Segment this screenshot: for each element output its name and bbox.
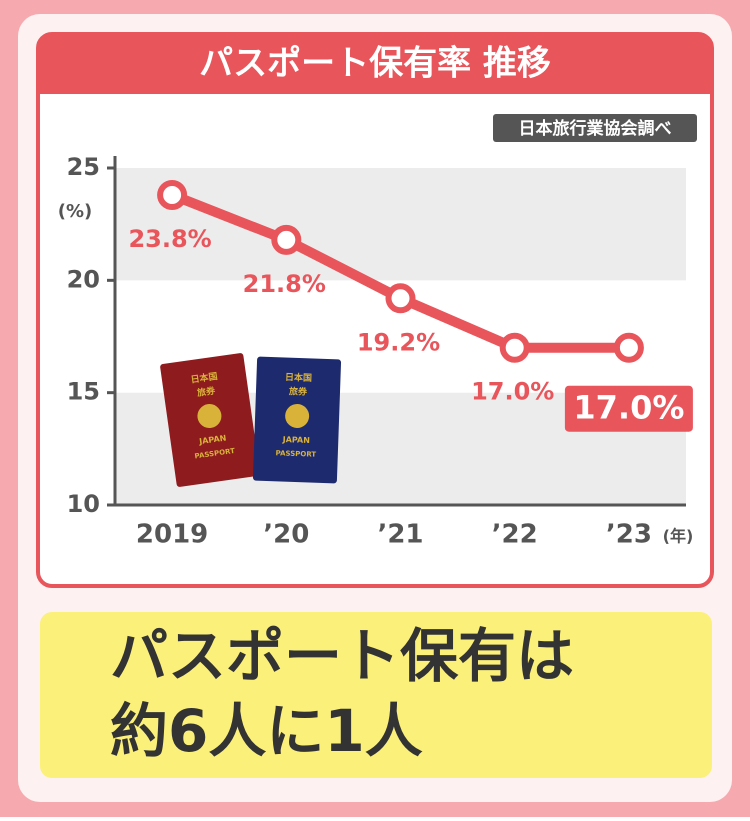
chart-title: パスポート保有率 推移 (199, 44, 551, 84)
x-unit: (年) (663, 527, 694, 546)
data-point (613, 332, 644, 363)
x-tick-label: ’22 (492, 520, 538, 550)
data-point (385, 283, 416, 314)
caption-line: 約6人に1人 (110, 697, 423, 765)
value-label: 23.8% (128, 225, 211, 253)
passport-text: 旅券 (289, 385, 308, 398)
x-tick-label: ’20 (263, 520, 309, 550)
passport-text: 旅券 (196, 384, 216, 399)
value-label: 19.2% (357, 328, 440, 356)
y-tick-label: 10 (67, 490, 100, 518)
passport-text: 日本国 (285, 371, 312, 384)
value-label: 21.8% (243, 270, 326, 298)
source-box (493, 114, 697, 142)
passport-text: JAPAN (282, 435, 310, 445)
value-label: 17.0% (471, 378, 554, 406)
x-tick-label: 2019 (136, 520, 208, 550)
caption-box (40, 612, 712, 778)
plot: 10152025(%)日本国旅券JAPANPASSPORT日本国旅券JAPANP… (58, 153, 694, 550)
passport-text: 日本国 (190, 370, 218, 386)
y-tick-label: 25 (67, 153, 100, 181)
passport-text: JAPAN (198, 433, 227, 446)
highlight-box (564, 385, 693, 432)
data-point (499, 332, 530, 363)
caption-line: パスポート保有は (110, 622, 574, 690)
data-point (157, 179, 188, 210)
value-label: 17.0% (573, 389, 684, 427)
grid-band (115, 168, 686, 281)
data-point (271, 224, 302, 255)
source: 日本旅行業協会調べ (519, 118, 672, 139)
x-tick-label: ’21 (377, 520, 423, 550)
y-unit: (%) (58, 201, 93, 222)
title-band (38, 34, 712, 94)
passport-emblem (285, 404, 310, 429)
passport-text: PASSPORT (275, 449, 316, 458)
y-tick-label: 15 (67, 378, 100, 406)
y-tick-label: 20 (67, 265, 100, 293)
passport-emblem (197, 404, 222, 429)
x-tick-label: ’23 (606, 520, 652, 550)
